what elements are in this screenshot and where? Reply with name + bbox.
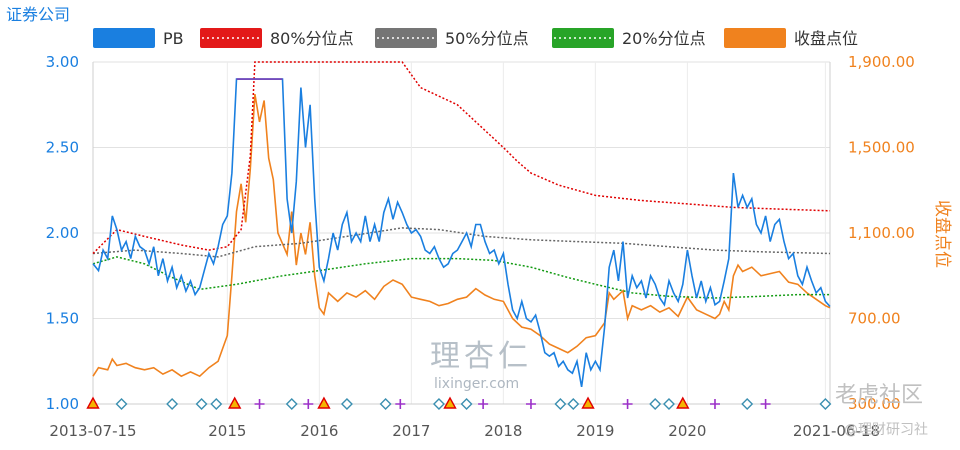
marker-triangle (676, 396, 690, 409)
x-tick-label: 2018 (484, 422, 522, 440)
marker-triangle (443, 396, 457, 409)
right-axis: 300.00 700.00 1,100.00 1,500.00 1,900.00 (829, 53, 915, 413)
marker-diamond (166, 398, 179, 410)
marker-plus (478, 399, 489, 409)
x-tick-label: 2020 (668, 422, 706, 440)
marker-diamond (460, 398, 473, 410)
marker-triangle (86, 396, 100, 409)
marker-diamond (554, 398, 567, 410)
marker-diamond (741, 398, 754, 410)
right-tick-label: 700.00 (848, 310, 901, 328)
right-tick-label: 300.00 (848, 395, 901, 413)
watermark-url: lixinger.com (434, 376, 519, 392)
legend-label-p20: 20%分位点 (622, 29, 706, 48)
marker-plus (760, 399, 771, 409)
watermark-logo-text: 理杏仁 (430, 339, 532, 374)
x-tick-label: 2017 (392, 422, 430, 440)
marker-diamond (340, 398, 353, 410)
right-tick-label: 1,500.00 (848, 139, 915, 157)
x-axis: 2013-07-15 2015 2016 2017 2018 2019 2020 2021-0… (49, 403, 880, 440)
legend-item-p80: 80%分位点 (200, 28, 354, 48)
legend-swatch-pb (93, 28, 155, 48)
x-tick-label: 2015 (208, 422, 246, 440)
close-series-line (92, 93, 831, 378)
legend-label-close: 收盘点位 (794, 29, 858, 48)
pb-80-percentile-line (92, 61, 831, 255)
marker-triangle (581, 396, 595, 409)
marker-plus (622, 399, 633, 409)
marker-diamond (195, 398, 208, 410)
marker-diamond (115, 398, 128, 410)
x-tick-label: 2016 (300, 422, 338, 440)
marker-diamond (819, 398, 832, 410)
legend-label-p50: 50%分位点 (445, 29, 529, 48)
watermark-account: @理财研习社 (844, 422, 928, 438)
left-axis: 1.00 1.50 2.00 2.50 3.00 (46, 53, 94, 413)
left-tick-label: 3.00 (46, 53, 79, 71)
legend-swatch-p80 (200, 28, 262, 48)
left-tick-label: 2.00 (46, 224, 79, 242)
left-tick-label: 2.50 (46, 139, 79, 157)
marker-plus (395, 399, 406, 409)
pb-series-line (92, 78, 831, 388)
marker-triangle (228, 396, 242, 409)
legend-swatch-p20 (552, 28, 614, 48)
marker-diamond (379, 398, 392, 410)
marker-diamond (285, 398, 298, 410)
marker-plus (303, 399, 314, 409)
pb-20-percentile-line (92, 256, 830, 299)
right-axis-label: 收盘点位 (932, 200, 952, 268)
legend-item-p20: 20%分位点 (552, 28, 706, 48)
watermark: 理杏仁 lixinger.com 老虎社区 @理财研习社 (430, 339, 928, 438)
marker-plus (525, 399, 536, 409)
marker-diamond (567, 398, 580, 410)
legend-item-close: 收盘点位 (724, 28, 858, 48)
marker-triangle (317, 396, 331, 409)
marker-diamond (662, 398, 675, 410)
legend-swatch-p50 (375, 28, 437, 48)
marker-plus (709, 399, 720, 409)
legend-label-pb: PB (163, 29, 184, 48)
legend-item-p50: 50%分位点 (375, 28, 529, 48)
event-markers (86, 396, 832, 410)
legend-item-pb: PB (93, 28, 184, 48)
right-tick-label: 1,900.00 (848, 53, 915, 71)
left-tick-label: 1.00 (46, 395, 79, 413)
legend-swatch-close (724, 28, 786, 48)
marker-diamond (432, 398, 445, 410)
legend-label-p80: 80%分位点 (270, 29, 354, 48)
marker-plus (254, 399, 265, 409)
marker-diamond (210, 398, 223, 410)
x-tick-label: 2013-07-15 (49, 422, 136, 440)
watermark-community: 老虎社区 (835, 383, 923, 408)
legend: PB 80%分位点 50%分位点 20%分位点 收盘点位 (93, 28, 858, 48)
x-tick-label: 2021-06-18 (793, 422, 880, 440)
pb-50-percentile-line (92, 227, 831, 258)
left-tick-label: 1.50 (46, 310, 79, 328)
chart-title: 证券公司 (6, 5, 70, 24)
right-tick-label: 1,100.00 (848, 224, 915, 242)
x-tick-label: 2019 (576, 422, 614, 440)
marker-diamond (649, 398, 662, 410)
series-layer (92, 61, 831, 388)
